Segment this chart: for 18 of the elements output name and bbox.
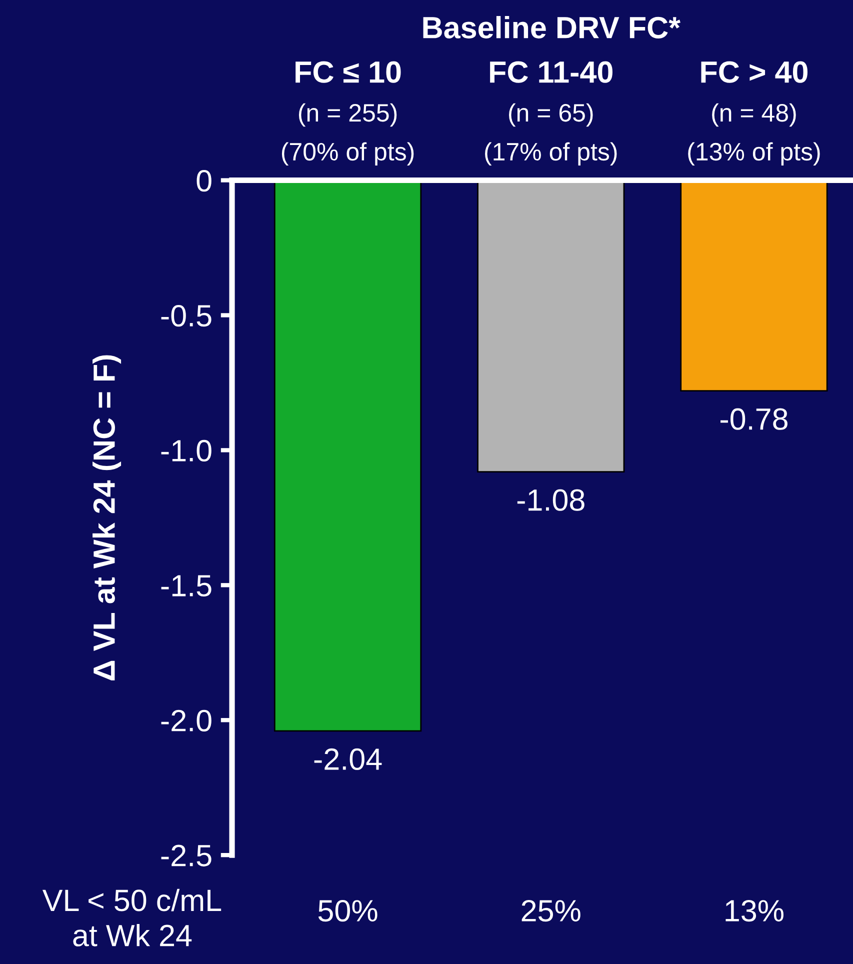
y-tick-label: -1.5 [161, 575, 212, 597]
data-label: -1.08 [517, 489, 584, 511]
data-label: -2.04 [314, 748, 382, 770]
text: 25% [522, 900, 580, 922]
text: 50% [318, 900, 378, 922]
text: 13% [726, 900, 784, 922]
y-tick-label: -2.5 [161, 844, 212, 866]
y-tick-label: -1.0 [161, 440, 212, 462]
x-tick-label: FC ≤ 10 (n = 255) (70% of pts) [282, 61, 414, 166]
chart-title: Baseline DRV FC* [423, 16, 680, 38]
x-tick-label: FC 11-40 (n = 65) (17% of pts) [485, 61, 617, 166]
y-axis-title: Δ VL at Wk 24 (NC = F) [92, 355, 122, 680]
data-label: -0.78 [720, 408, 788, 430]
y-tick-label: 0 [196, 170, 212, 192]
y-tick-label: -0.5 [161, 304, 212, 327]
text: VL < 50 c/mL at Wk 24 [42, 888, 222, 946]
y-tick-label: -2.0 [161, 710, 212, 732]
x-tick-label: FC > 40 (n = 48) (13% of pts) [688, 61, 820, 166]
